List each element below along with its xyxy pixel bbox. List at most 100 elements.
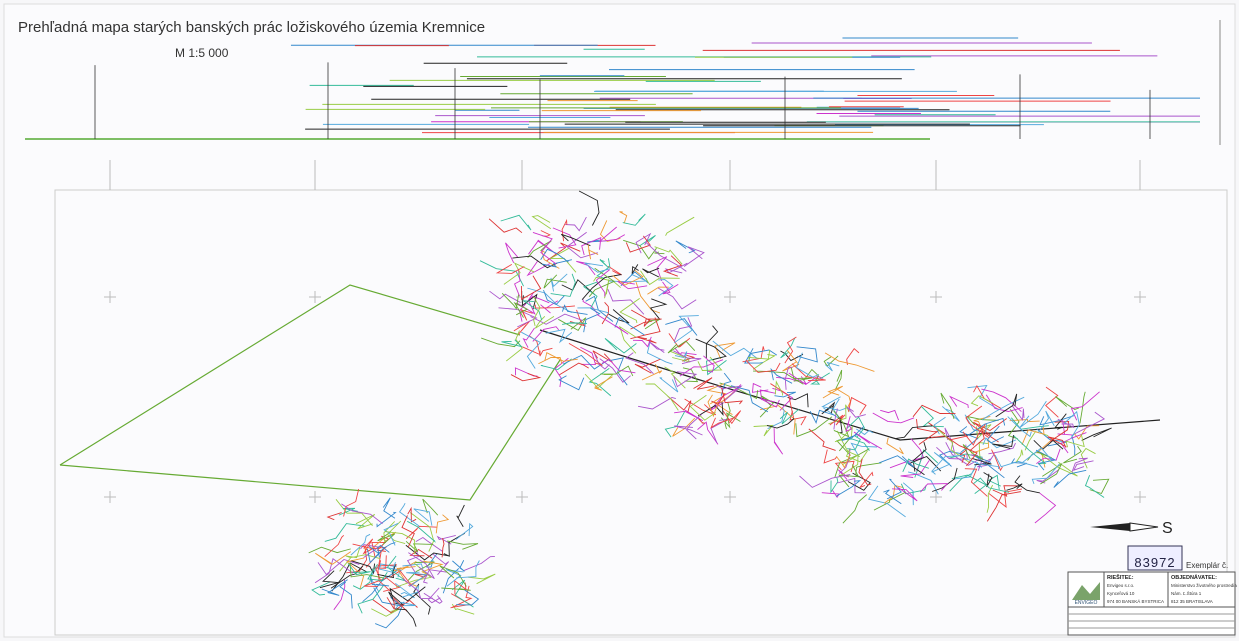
gallery xyxy=(588,267,616,297)
gallery xyxy=(674,409,704,422)
gallery xyxy=(846,416,865,438)
gallery xyxy=(679,359,724,377)
gallery xyxy=(892,487,918,502)
gallery xyxy=(366,545,380,564)
gallery xyxy=(1031,463,1060,485)
gallery xyxy=(371,608,400,617)
gallery xyxy=(669,350,691,363)
gallery xyxy=(828,404,850,425)
gallery xyxy=(614,316,645,336)
gallery xyxy=(1021,447,1053,464)
logo: ENVIGEO xyxy=(1075,600,1098,606)
gallery xyxy=(838,464,860,488)
gallery xyxy=(401,584,420,598)
gallery xyxy=(495,264,525,274)
gallery xyxy=(593,276,621,288)
gallery xyxy=(774,380,784,396)
gallery xyxy=(824,352,875,372)
gallery xyxy=(799,473,851,488)
gallery xyxy=(409,512,435,552)
gallery xyxy=(714,342,736,360)
gallery xyxy=(422,569,448,584)
gallery xyxy=(835,480,862,497)
title-block: ENVIGEO RIEŠITEĽ: OBJEDNÁVATEĽ: Envigeo … xyxy=(1067,571,1237,636)
gallery xyxy=(520,275,542,301)
gallery xyxy=(463,555,495,572)
gallery xyxy=(533,296,541,327)
gallery xyxy=(834,369,843,391)
gallery xyxy=(357,584,385,614)
gallery xyxy=(823,449,838,464)
gallery xyxy=(872,412,915,424)
gallery xyxy=(674,425,703,436)
gallery xyxy=(1053,469,1087,488)
gallery xyxy=(370,577,390,587)
solver-label: RIEŠITEĽ: xyxy=(1107,573,1134,581)
gallery xyxy=(698,418,705,424)
gallery xyxy=(604,279,610,299)
gallery xyxy=(784,366,793,390)
gallery xyxy=(644,318,660,330)
gallery xyxy=(760,398,780,408)
gallery xyxy=(339,581,353,609)
gallery xyxy=(378,562,396,573)
gallery xyxy=(1034,492,1057,524)
gallery xyxy=(667,340,696,354)
gallery xyxy=(587,244,599,260)
gallery xyxy=(631,264,639,274)
gallery xyxy=(324,535,345,558)
client-label: OBJEDNÁVATEĽ: xyxy=(1171,574,1217,581)
gallery xyxy=(435,514,450,534)
gallery xyxy=(345,546,361,559)
gallery xyxy=(944,427,956,456)
gallery xyxy=(561,304,588,315)
gallery xyxy=(658,279,674,297)
grid xyxy=(54,160,1228,636)
gallery xyxy=(721,387,744,405)
gallery xyxy=(710,418,729,444)
gallery xyxy=(883,489,902,505)
gallery xyxy=(377,531,396,545)
gallery xyxy=(377,564,397,579)
gallery xyxy=(895,425,933,440)
gallery xyxy=(753,424,774,437)
gallery xyxy=(664,411,686,438)
gallery xyxy=(439,565,467,587)
gallery xyxy=(774,391,796,398)
gallery xyxy=(753,370,804,385)
client-line: 812 35 BRATISLAVA xyxy=(1171,599,1213,604)
gallery xyxy=(413,508,433,526)
gallery xyxy=(601,358,636,374)
gallery xyxy=(987,474,1001,490)
gallery xyxy=(766,418,795,429)
north-arrow: S xyxy=(1090,520,1173,537)
gallery xyxy=(542,259,572,268)
gallery xyxy=(445,569,464,587)
gallery xyxy=(394,608,417,627)
gallery xyxy=(441,537,445,558)
gallery xyxy=(489,290,521,303)
gallery xyxy=(401,515,415,548)
gallery xyxy=(1074,411,1106,435)
gallery xyxy=(540,249,560,269)
gallery xyxy=(617,280,648,290)
gallery xyxy=(983,472,993,488)
gallery xyxy=(1021,426,1045,445)
gallery xyxy=(501,292,520,310)
gallery xyxy=(349,562,384,579)
gallery xyxy=(837,454,859,478)
gallery xyxy=(510,372,542,382)
gallery xyxy=(393,561,417,573)
gallery xyxy=(674,347,697,356)
gallery xyxy=(883,484,904,504)
gallery xyxy=(386,555,406,582)
gallery xyxy=(912,442,927,472)
gallery xyxy=(522,327,535,348)
gallery xyxy=(902,458,930,472)
gallery xyxy=(697,421,719,445)
gallery xyxy=(520,308,533,321)
gallery xyxy=(790,367,813,382)
mine-network xyxy=(59,190,1161,629)
gallery xyxy=(427,587,441,604)
